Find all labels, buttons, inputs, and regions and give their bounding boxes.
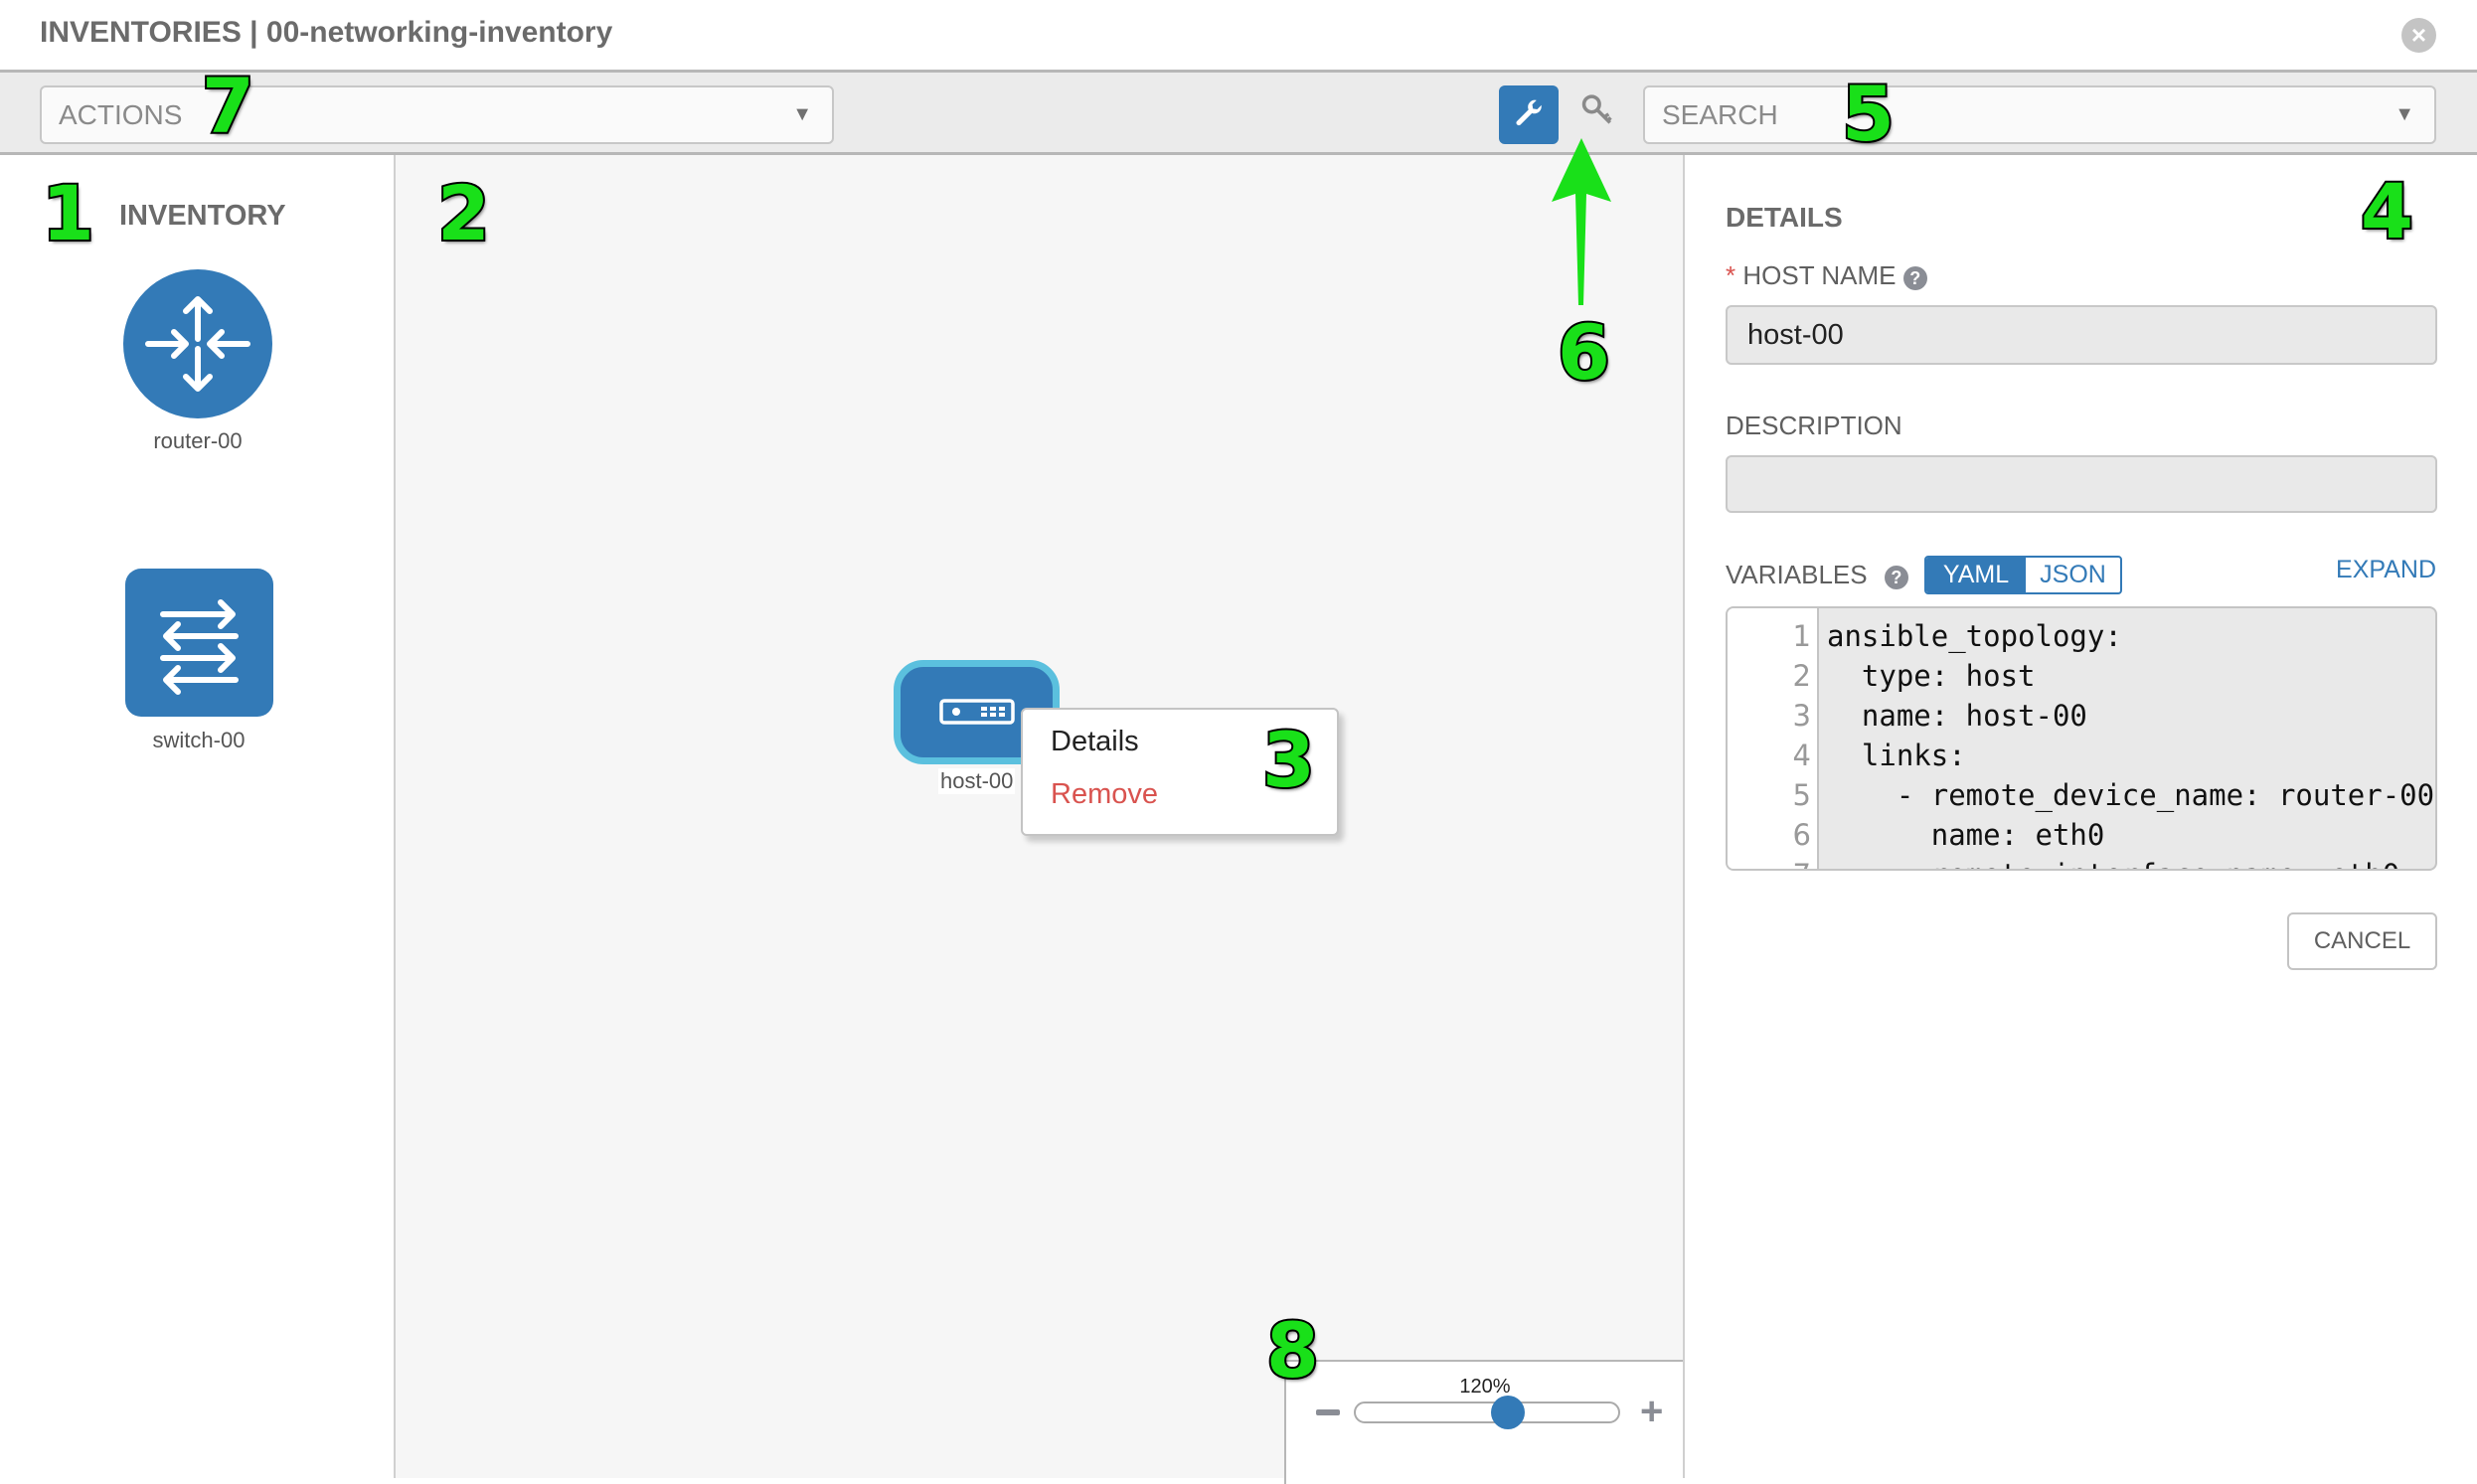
line-number: 3: [1792, 699, 1811, 733]
switch-label: switch-00: [152, 728, 246, 752]
zoom-out-icon[interactable]: [1316, 1409, 1340, 1415]
code-line: links:: [1827, 739, 1966, 772]
description-label: DESCRIPTION: [1726, 411, 1902, 440]
inventory-toolbox: INVENTORY router-00 switch-00: [0, 155, 396, 1478]
annotation-8: 8: [1264, 1304, 1321, 1397]
details-title: DETAILS: [1726, 202, 1843, 233]
zoom-in-icon[interactable]: +: [1640, 1390, 1664, 1433]
actions-placeholder: ACTIONS: [59, 99, 183, 130]
router-label: router-00: [153, 428, 243, 453]
page-title: INVENTORIES | 00-networking-inventory: [40, 16, 613, 49]
toolbar: ACTIONS ▼ SEARCH ▼: [0, 73, 2477, 155]
chevron-down-icon: ▼: [792, 103, 812, 125]
code-line: type: host: [1827, 659, 2036, 693]
header: INVENTORIES | 00-networking-inventory ×: [0, 0, 2477, 73]
zoom-slider-thumb[interactable]: [1491, 1396, 1526, 1429]
help-icon[interactable]: ?: [1884, 566, 1908, 589]
topology-canvas[interactable]: host-00 Details Remove 120% +: [396, 155, 1683, 1484]
search-placeholder: SEARCH: [1662, 99, 1778, 130]
annotation-4: 4: [2359, 165, 2415, 257]
line-number: 1: [1792, 619, 1811, 653]
zoom-widget: 120% +: [1284, 1360, 1683, 1484]
annotation-7: 7: [200, 60, 256, 152]
line-number: 6: [1792, 818, 1811, 852]
annotation-5: 5: [1840, 68, 1897, 160]
code-content: ansible_topology: type: host name: host-…: [1827, 616, 2435, 869]
help-icon[interactable]: ?: [1902, 266, 1927, 290]
code-line: remote_interface_name: eth0: [1827, 855, 2434, 869]
code-line: name: eth0: [1827, 818, 2105, 852]
switch-icon[interactable]: [125, 569, 273, 717]
line-number: 2: [1792, 659, 1811, 693]
arrow-up-icon: [1552, 138, 1611, 305]
code-line: ansible_topology:: [1827, 619, 2122, 653]
inventory-title: INVENTORY: [119, 200, 286, 232]
format-toggle: YAML JSON: [1924, 556, 2122, 594]
chevron-down-icon: ▼: [2394, 103, 2414, 125]
context-menu: Details Remove: [1021, 708, 1339, 836]
required-marker: *: [1726, 260, 1736, 290]
close-icon[interactable]: ×: [2401, 18, 2436, 53]
wrench-icon[interactable]: [1499, 85, 1559, 144]
variables-editor[interactable]: 1 2 3 4 5 6 7 ansible_topology: type: host nam…: [1726, 606, 2437, 871]
line-number: 7: [1728, 855, 1811, 869]
line-number: 4: [1792, 739, 1811, 772]
annotation-1: 1: [40, 167, 96, 259]
zoom-slider-track[interactable]: [1354, 1402, 1620, 1423]
menu-item-details[interactable]: Details: [1051, 726, 1139, 757]
host-name-label: HOST NAME: [1742, 260, 1897, 290]
json-toggle[interactable]: JSON: [2040, 561, 2106, 588]
key-icon[interactable]: [1580, 92, 1614, 138]
variables-label: VARIABLES: [1726, 560, 1868, 589]
line-number: 5: [1792, 778, 1811, 812]
description-input[interactable]: [1726, 455, 2437, 513]
annotation-2: 2: [435, 167, 492, 259]
router-icon[interactable]: [123, 269, 272, 418]
yaml-toggle[interactable]: YAML: [1926, 558, 2026, 592]
actions-dropdown[interactable]: ACTIONS ▼: [40, 85, 834, 144]
menu-item-remove[interactable]: Remove: [1051, 778, 1158, 810]
code-line: - remote_device_name: router-00: [1827, 778, 2435, 812]
annotation-6: 6: [1556, 306, 1612, 399]
expand-link[interactable]: EXPAND: [2336, 556, 2436, 583]
code-line: name: host-00: [1827, 699, 2087, 733]
line-gutter: 1 2 3 4 5 6 7: [1728, 608, 1819, 869]
details-panel: DETAILS * HOST NAME ? host-00 DESCRIPTIO…: [1683, 155, 2477, 1478]
host-icon: [939, 699, 1015, 725]
search-dropdown[interactable]: SEARCH ▼: [1643, 85, 2436, 144]
host-name-input[interactable]: host-00: [1726, 305, 2437, 365]
annotation-3: 3: [1260, 714, 1317, 806]
zoom-level: 120%: [1459, 1376, 1511, 1398]
cancel-button[interactable]: CANCEL: [2287, 912, 2437, 970]
host-label: host-00: [938, 768, 1016, 794]
